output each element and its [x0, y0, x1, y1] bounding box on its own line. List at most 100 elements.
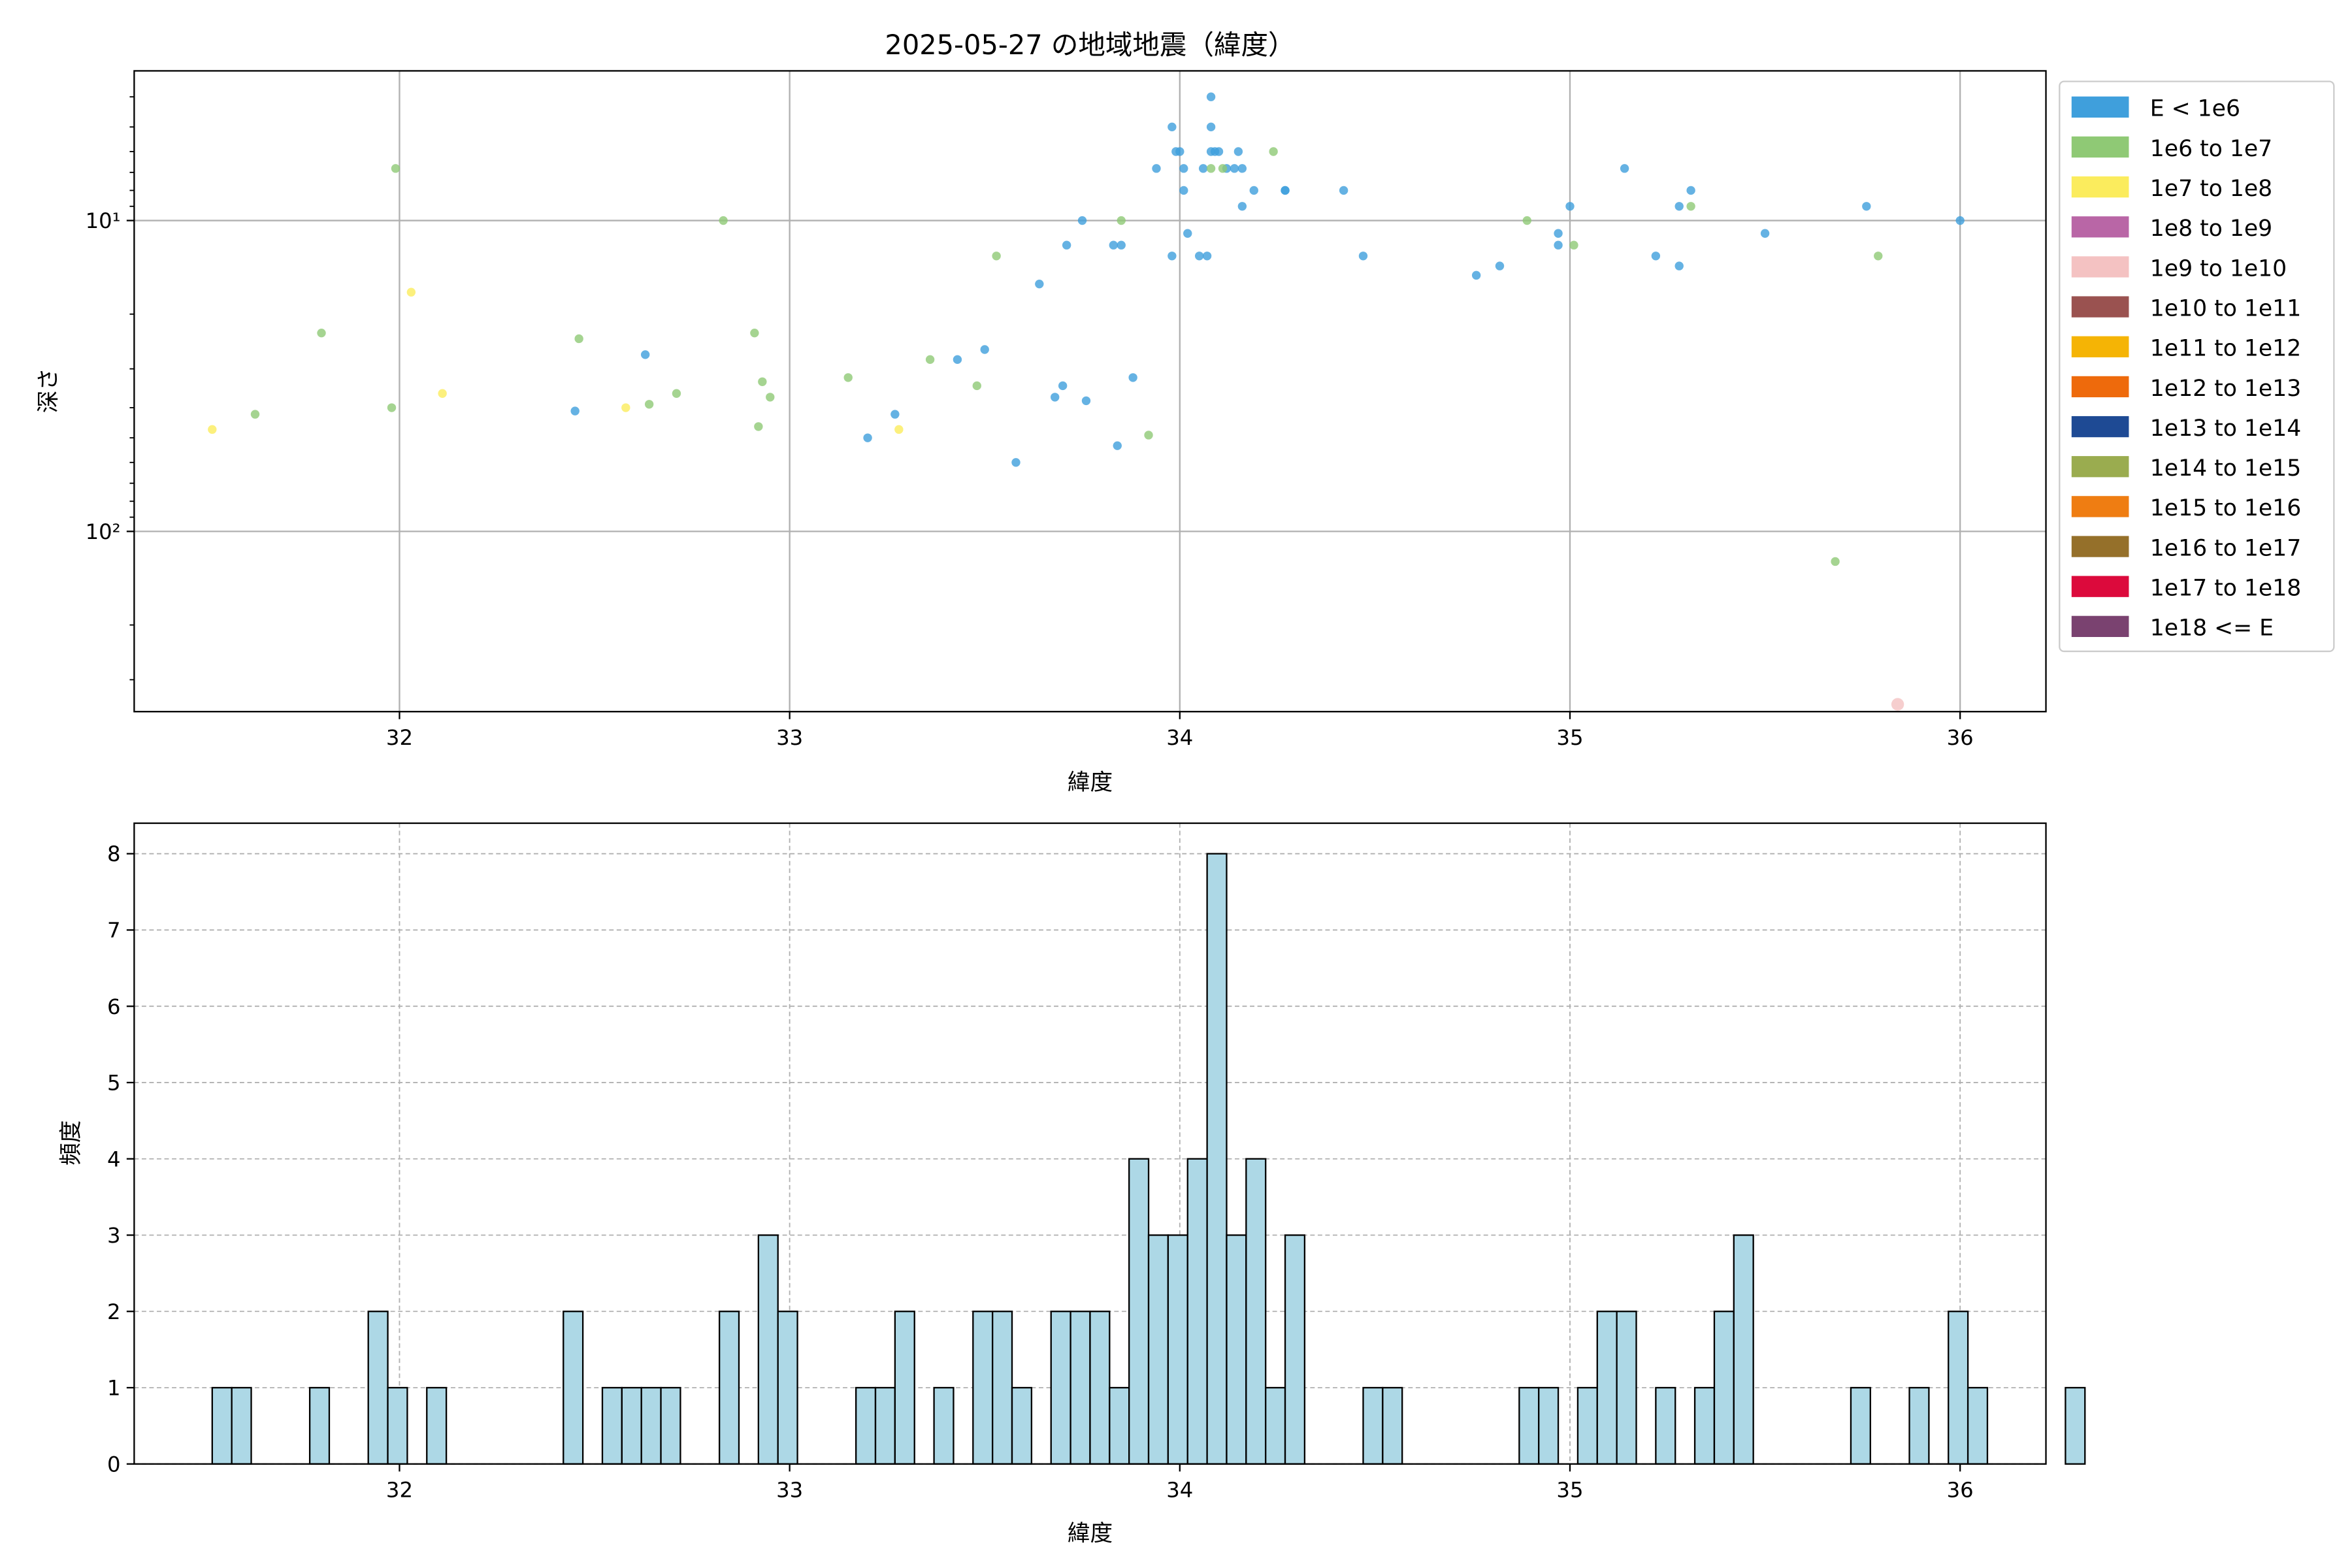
histogram-bar [1713, 1311, 1735, 1465]
scatter-point [672, 389, 681, 398]
scatter-point [1194, 252, 1204, 261]
legend-label: E < 1e6 [2150, 96, 2240, 122]
legend-swatch [2071, 136, 2129, 158]
histogram-bar [1967, 1386, 1989, 1465]
histogram-bar [992, 1311, 1013, 1465]
scatter-point [1175, 147, 1184, 156]
scatter-point [843, 373, 853, 382]
legend-label: 1e6 to 1e7 [2150, 136, 2272, 162]
scatter-x-tick-label: 36 [1947, 725, 1974, 750]
histogram-bar [894, 1311, 915, 1465]
histogram-bar [1206, 853, 1228, 1465]
histogram-bar [1693, 1386, 1716, 1465]
legend-swatch [2071, 336, 2129, 357]
scatter-point [317, 328, 326, 338]
legend-swatch [2071, 496, 2129, 517]
histogram-bar [1050, 1311, 1071, 1465]
legend-label: 1e8 to 1e9 [2150, 216, 2272, 242]
scatter-point [1686, 186, 1695, 195]
scatter-point [438, 389, 447, 398]
histogram-bar [1616, 1311, 1637, 1465]
histogram-bar [231, 1386, 252, 1465]
scatter-grid [134, 71, 2046, 712]
scatter-y-tick-label: 10¹ [86, 208, 121, 233]
legend-swatch [2071, 536, 2129, 557]
scatter-point [1569, 240, 1578, 250]
legend-swatch [2071, 96, 2129, 118]
scatter-x-axis-label: 緯度 [1068, 770, 1113, 796]
scatter-point [863, 433, 872, 442]
histogram-y-tick-label: 4 [107, 1147, 121, 1171]
scatter-point [1230, 164, 1239, 173]
scatter-point [1117, 240, 1126, 250]
scatter-point [1035, 279, 1044, 289]
scatter-point [1891, 698, 1904, 711]
legend-swatch [2071, 216, 2129, 238]
histogram-bar [1186, 1158, 1208, 1465]
histogram-y-tick-label: 0 [107, 1452, 121, 1477]
legend-frame [2059, 80, 2335, 653]
histogram-bar [777, 1311, 798, 1465]
scatter-x-tick-label: 32 [386, 725, 413, 750]
scatter-point [972, 381, 981, 391]
legend-label: 1e14 to 1e15 [2150, 455, 2301, 482]
histogram-x-axis-label: 緯度 [1068, 1520, 1113, 1546]
histogram-y-tick-label: 7 [107, 918, 121, 943]
scatter-point [953, 355, 962, 365]
legend-swatch [2071, 256, 2129, 278]
scatter-x-tick-label: 33 [776, 725, 803, 750]
scatter-point [387, 403, 397, 412]
histogram-y-axis-label: 頻度 [58, 1120, 84, 1166]
scatter-point [1077, 216, 1087, 225]
scatter-point [1117, 216, 1126, 225]
histogram-bar [1538, 1386, 1560, 1465]
histogram-bar [211, 1386, 233, 1465]
scatter-point [1168, 252, 1177, 261]
scatter-point [754, 422, 763, 431]
scatter-point [574, 334, 583, 344]
histogram-bar [426, 1386, 448, 1465]
legend-label: 1e11 to 1e12 [2150, 336, 2301, 362]
histogram-plot-frame [133, 822, 2047, 1465]
scatter-y-axis-label: 深さ [35, 368, 61, 413]
legend-label: 1e17 to 1e18 [2150, 576, 2301, 602]
histogram-x-tick-label: 36 [1947, 1478, 1974, 1503]
scatter-point [1198, 164, 1208, 173]
histogram-bar [2065, 1386, 2086, 1465]
histogram-bar [367, 1311, 389, 1465]
scatter-x-tick-label: 35 [1556, 725, 1583, 750]
scatter-point [1471, 270, 1481, 280]
scatter-point [1651, 252, 1661, 261]
legend-label: 1e9 to 1e10 [2150, 255, 2287, 282]
scatter-point [1620, 164, 1629, 173]
scatter-point [1874, 252, 1883, 261]
histogram-bar [601, 1386, 623, 1465]
scatter-panel: 32 33 34 35 36 10¹ 10² 緯度 深さ [35, 70, 2047, 796]
scatter-point [391, 164, 400, 173]
scatter-point [1269, 147, 1278, 156]
histogram-bar [387, 1386, 408, 1465]
scatter-point [1281, 186, 1290, 195]
legend: E < 1e6 1e6 to 1e7 1e7 to 1e8 1e8 to 1e9 1e9… [2059, 80, 2335, 653]
scatter-x-tick-label: 34 [1166, 725, 1193, 750]
histogram-bar [1011, 1386, 1033, 1465]
legend-label: 1e15 to 1e16 [2150, 495, 2301, 521]
histogram-bar [1596, 1311, 1618, 1465]
scatter-point [1206, 122, 1216, 132]
scatter-point [1339, 186, 1348, 195]
histogram-y-tick-label: 2 [107, 1299, 121, 1324]
histogram-bar [1070, 1311, 1091, 1465]
legend-swatch [2071, 376, 2129, 398]
scatter-point [1128, 373, 1137, 382]
scatter-point [1495, 261, 1505, 270]
histogram-bar [1850, 1386, 1871, 1465]
scatter-point [766, 393, 775, 402]
histogram-x-tick-label: 33 [776, 1478, 803, 1503]
scatter-point [1179, 164, 1188, 173]
scatter-point [621, 403, 630, 412]
legend-swatch [2071, 416, 2129, 438]
scatter-point [1233, 147, 1243, 156]
scatter-point [1554, 240, 1563, 250]
histogram-bar [1265, 1386, 1286, 1465]
